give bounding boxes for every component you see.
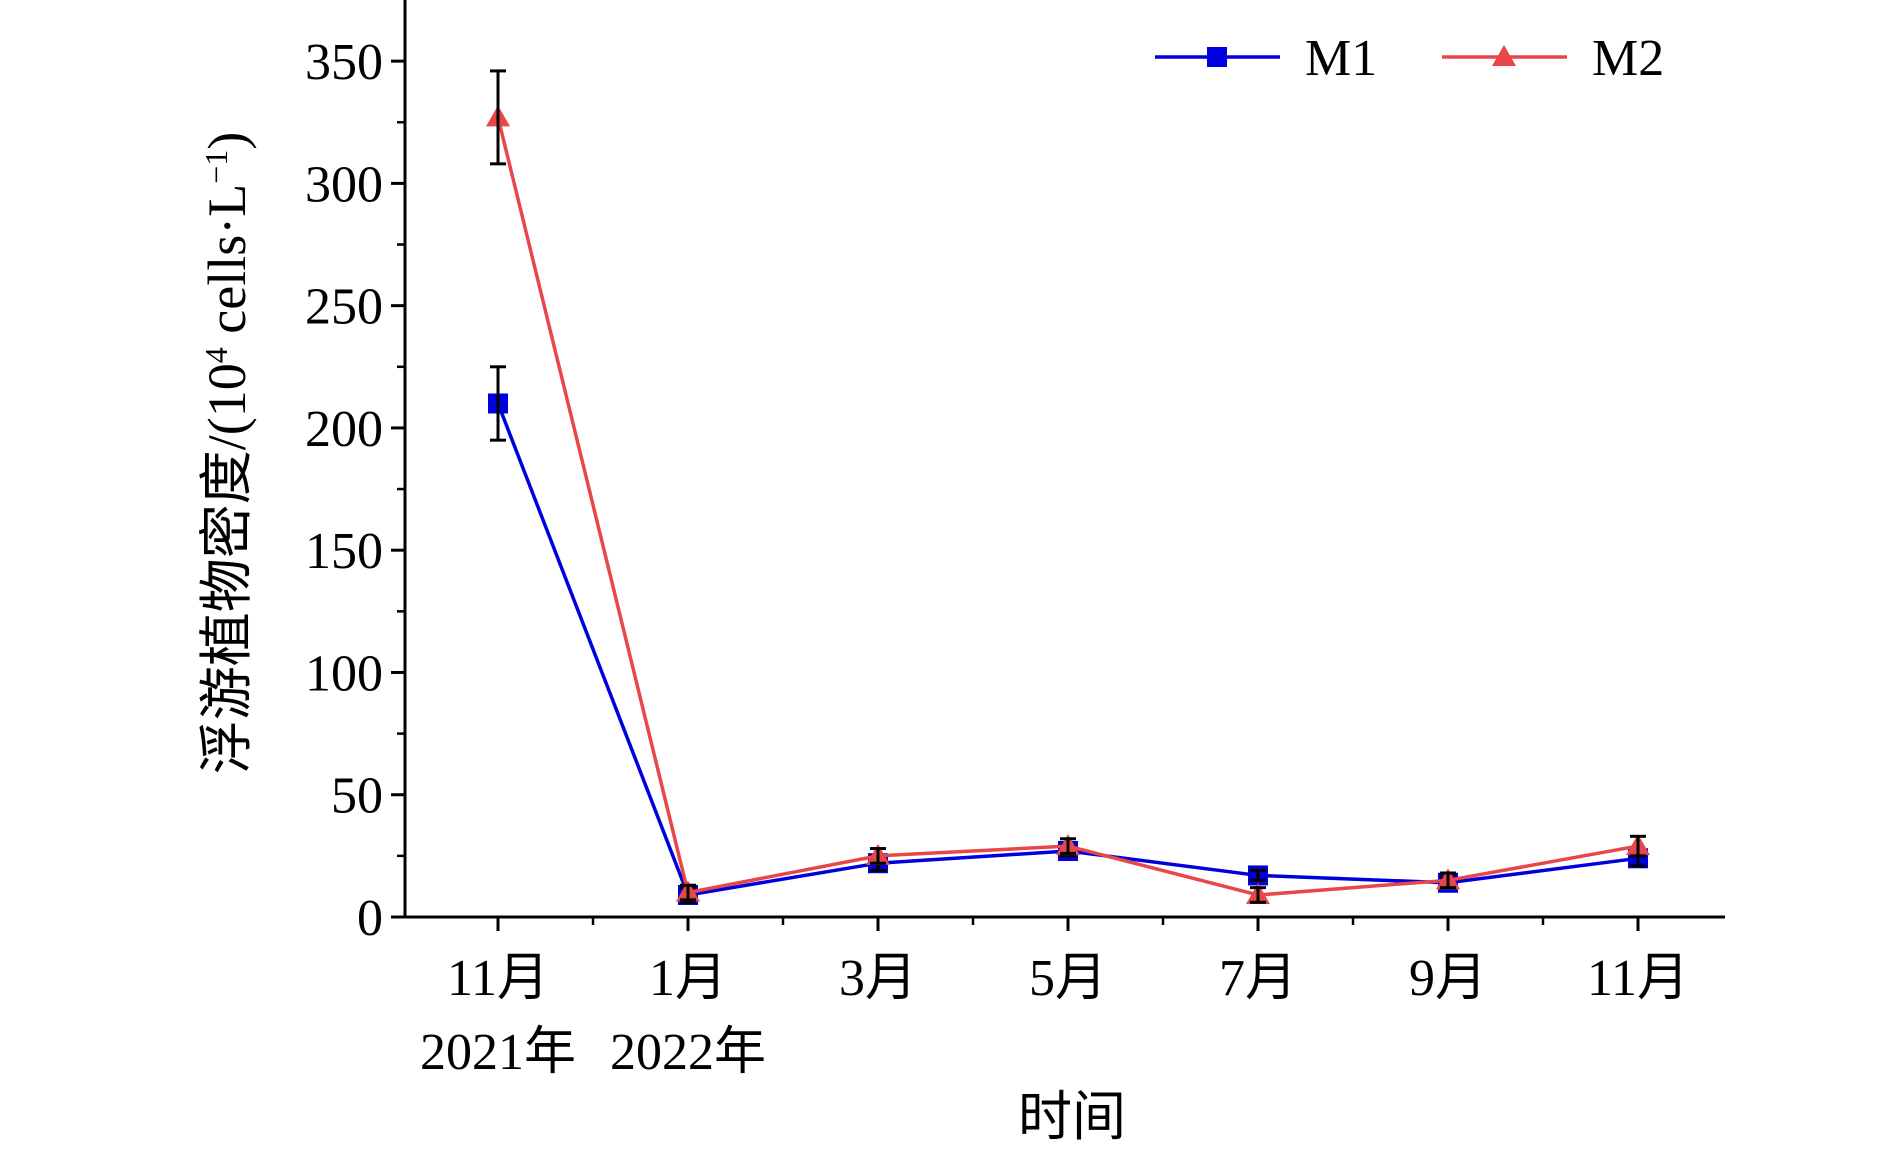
y-axis-title: 浮游植物密度/(104 cells·L−1) <box>197 132 257 774</box>
x-tick-label: 1月 <box>649 950 727 1007</box>
legend-item-m2: M2 <box>1442 30 1664 87</box>
legend-label: M1 <box>1305 30 1377 87</box>
axes <box>391 0 1725 931</box>
y-axis-title-end: ) <box>197 132 257 150</box>
legend-label: M2 <box>1592 30 1664 87</box>
series-line <box>496 116 1639 897</box>
x-year-label: 2022年 <box>610 1024 766 1081</box>
y-tick-label: 150 <box>305 523 383 580</box>
series-m2 <box>486 69 1650 904</box>
series-layer <box>486 69 1650 905</box>
y-axis-title-mid: cells·L <box>197 184 257 347</box>
y-axis-title-sup2: −1 <box>198 150 234 184</box>
legend-marker <box>1492 45 1516 66</box>
axis-titles: 时间 浮游植物密度/(104 cells·L−1) <box>197 132 1126 1147</box>
y-tick-label: 200 <box>305 401 383 458</box>
x-tick-label: 3月 <box>839 950 917 1007</box>
x-tick-label: 7月 <box>1219 950 1297 1007</box>
y-tick-label: 100 <box>305 645 383 702</box>
legend-item-m1: M1 <box>1155 30 1377 87</box>
x-tick-label: 9月 <box>1409 950 1487 1007</box>
y-tick-label: 350 <box>305 34 383 91</box>
x-axis-title: 时间 <box>1018 1087 1126 1147</box>
x-tick-label: 11月 <box>447 950 549 1007</box>
x-year-label: 2021年 <box>420 1024 576 1081</box>
series-m1 <box>488 365 1648 905</box>
y-axis-title-main: 浮游植物密度/(10 <box>197 363 257 774</box>
y-axis-title-sup: 4 <box>198 347 234 363</box>
y-tick-label: 50 <box>331 768 383 825</box>
legend-marker <box>1207 47 1227 67</box>
x-tick-label: 5月 <box>1029 950 1107 1007</box>
tick-labels: 0 50 100 150 200 250 300 350 11月 1月 3月 5月 7月 9月 11月 202… <box>305 34 1689 1081</box>
x-tick-label: 11月 <box>1587 950 1689 1007</box>
y-tick-label: 250 <box>305 279 383 336</box>
y-tick-label: 300 <box>305 156 383 213</box>
y-tick-label: 0 <box>357 890 383 947</box>
legend: M1 M2 <box>1155 30 1664 87</box>
